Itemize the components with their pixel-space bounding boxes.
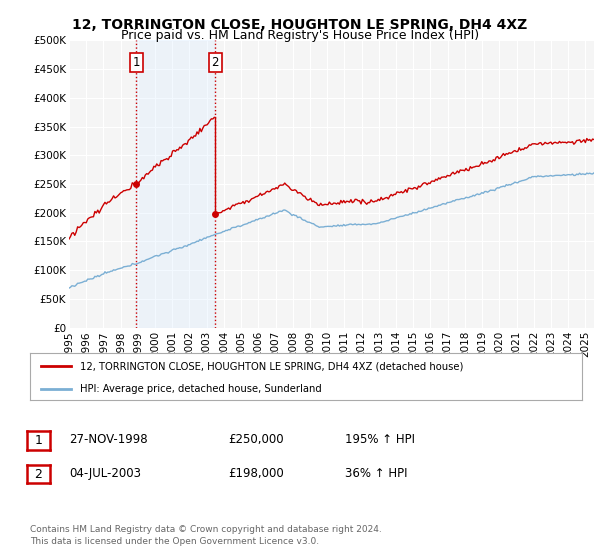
Text: 12, TORRINGTON CLOSE, HOUGHTON LE SPRING, DH4 4XZ (detached house): 12, TORRINGTON CLOSE, HOUGHTON LE SPRING… [80,361,463,371]
Text: 12, TORRINGTON CLOSE, HOUGHTON LE SPRING, DH4 4XZ: 12, TORRINGTON CLOSE, HOUGHTON LE SPRING… [73,18,527,32]
Text: 27-NOV-1998: 27-NOV-1998 [69,433,148,446]
Text: £198,000: £198,000 [228,466,284,480]
Bar [136,40,215,328]
Text: 1: 1 [133,55,140,69]
Text: Price paid vs. HM Land Registry's House Price Index (HPI): Price paid vs. HM Land Registry's House … [121,29,479,42]
Text: 04-JUL-2003: 04-JUL-2003 [69,466,141,480]
Text: 195% ↑ HPI: 195% ↑ HPI [345,433,415,446]
Text: 2: 2 [212,55,219,69]
Text: £250,000: £250,000 [228,433,284,446]
Text: 2: 2 [34,468,43,480]
Text: HPI: Average price, detached house, Sunderland: HPI: Average price, detached house, Sund… [80,384,322,394]
Text: 1: 1 [34,434,43,447]
Text: Contains HM Land Registry data © Crown copyright and database right 2024.
This d: Contains HM Land Registry data © Crown c… [30,525,382,546]
Text: 36% ↑ HPI: 36% ↑ HPI [345,466,407,480]
